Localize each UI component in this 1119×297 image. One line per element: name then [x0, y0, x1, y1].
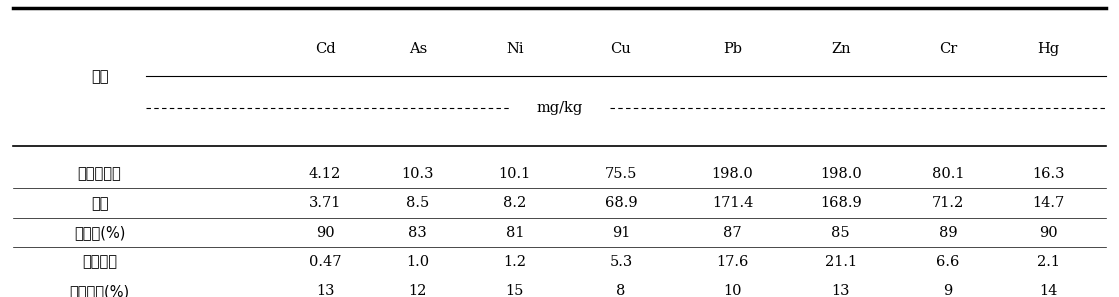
Text: 0.47: 0.47 [309, 255, 341, 269]
Text: 8.2: 8.2 [504, 196, 526, 210]
Text: 87: 87 [723, 226, 742, 240]
Text: 68.9: 68.9 [604, 196, 637, 210]
Text: 10: 10 [723, 285, 742, 297]
Text: 4.12: 4.12 [309, 167, 341, 181]
Text: 89: 89 [939, 226, 957, 240]
Text: 90: 90 [1040, 226, 1057, 240]
Text: Zn: Zn [831, 42, 850, 56]
Text: 90: 90 [316, 226, 335, 240]
Text: 8: 8 [617, 285, 626, 297]
Text: 13: 13 [316, 285, 335, 297]
Text: 17.6: 17.6 [716, 255, 749, 269]
Text: 80.1: 80.1 [932, 167, 965, 181]
Text: 3.71: 3.71 [309, 196, 341, 210]
Text: 14: 14 [1040, 285, 1057, 297]
Text: 71.2: 71.2 [932, 196, 965, 210]
Text: As: As [408, 42, 426, 56]
Text: Cr: Cr [939, 42, 957, 56]
Text: 16.3: 16.3 [1032, 167, 1064, 181]
Text: 인증표준값: 인증표준값 [77, 166, 122, 181]
Text: Hg: Hg [1037, 42, 1060, 56]
Text: 171.4: 171.4 [712, 196, 753, 210]
Text: 198.0: 198.0 [820, 167, 862, 181]
Text: 21.1: 21.1 [825, 255, 857, 269]
Text: 1.0: 1.0 [406, 255, 430, 269]
Text: 성분: 성분 [91, 69, 109, 84]
Text: 14.7: 14.7 [1033, 196, 1064, 210]
Text: 75.5: 75.5 [604, 167, 637, 181]
Text: 6.6: 6.6 [937, 255, 960, 269]
Text: 198.0: 198.0 [712, 167, 753, 181]
Text: mg/kg: mg/kg [536, 101, 583, 115]
Text: 평균: 평균 [91, 196, 109, 211]
Text: 9: 9 [943, 285, 952, 297]
Text: 8.5: 8.5 [406, 196, 430, 210]
Text: 회수율(%): 회수율(%) [74, 225, 125, 240]
Text: Ni: Ni [506, 42, 524, 56]
Text: 15: 15 [506, 285, 524, 297]
Text: 13: 13 [831, 285, 850, 297]
Text: Cd: Cd [314, 42, 336, 56]
Text: 10.3: 10.3 [402, 167, 434, 181]
Text: 168.9: 168.9 [820, 196, 862, 210]
Text: 91: 91 [612, 226, 630, 240]
Text: Pb: Pb [723, 42, 742, 56]
Text: 2.1: 2.1 [1037, 255, 1060, 269]
Text: 변이계수(%): 변이계수(%) [69, 284, 130, 297]
Text: 표준편사: 표준편사 [82, 255, 117, 269]
Text: 10.1: 10.1 [499, 167, 532, 181]
Text: Cu: Cu [611, 42, 631, 56]
Text: 12: 12 [408, 285, 427, 297]
Text: 5.3: 5.3 [609, 255, 632, 269]
Text: 85: 85 [831, 226, 850, 240]
Text: 81: 81 [506, 226, 524, 240]
Text: 1.2: 1.2 [504, 255, 526, 269]
Text: 83: 83 [408, 226, 427, 240]
